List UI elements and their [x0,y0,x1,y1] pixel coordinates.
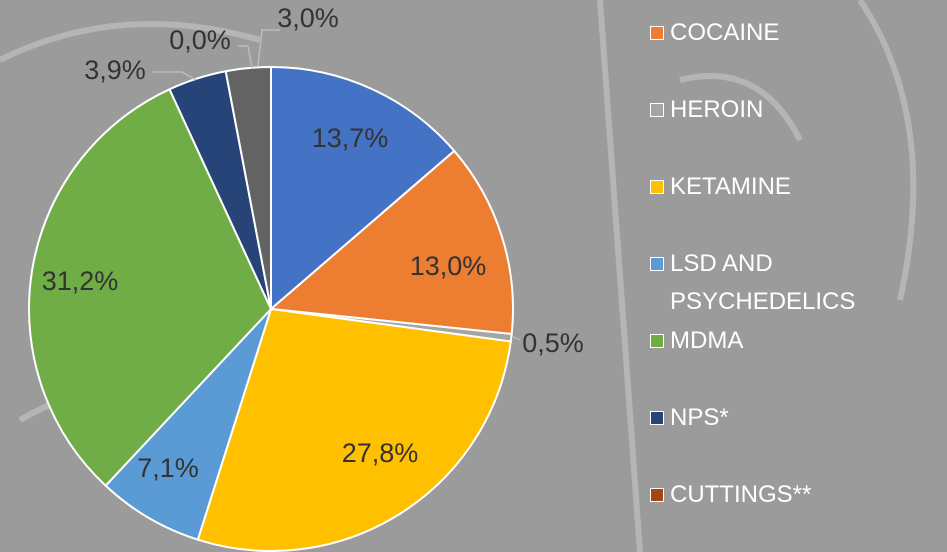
legend-label: CUTTINGS** [670,481,812,508]
data-label: 0,0% [169,25,231,55]
data-label: 3,9% [84,55,146,85]
legend-swatch [650,411,664,425]
pie-slice [104,308,272,541]
legend-label: MDMA [670,327,744,354]
background-sketch [0,0,917,552]
legend-item: LSD AND PSYCHEDELICS [650,245,870,321]
slices [28,65,514,552]
pie-slice [28,87,273,488]
data-label: 3,0% [277,3,339,33]
legend-label: KETAMINE [670,173,791,200]
legend-item: CUTTINGS** [650,476,870,514]
legend-item: MDMA [650,322,870,360]
data-label: 7,1% [137,453,199,483]
legend-label: COCAINE [670,19,780,46]
pie-slice [270,65,456,312]
data-label: 13,7% [312,123,389,153]
legend-swatch [650,103,664,117]
legend-swatch [650,334,664,348]
data-label: 0,5% [522,328,584,358]
legend-swatch [650,26,664,40]
legend-item: NPS* [650,399,870,437]
legend-item: COCAINE [650,14,870,52]
legend-swatch [650,257,664,271]
legend-swatch [650,180,664,194]
leader-lines [152,29,521,341]
legend-item: KETAMINE [650,168,870,206]
legend-item: HEROIN [650,91,870,129]
data-labels: 13,7% 13,0% 0,5% 27,8% 7,1% 31,2% 3,9% 0,0% 3,0% [42,3,584,483]
data-label: 27,8% [342,438,419,468]
legend-swatch [650,488,664,502]
pie-slice [196,307,512,552]
legend-label: HEROIN [670,96,764,123]
data-label: 13,0% [410,251,487,281]
legend-label: NPS* [670,404,729,431]
legend-label: LSD AND PSYCHEDELICS [670,250,856,315]
pie-slice [224,65,272,310]
pie-slice [268,149,514,336]
data-label: 31,2% [42,266,119,296]
